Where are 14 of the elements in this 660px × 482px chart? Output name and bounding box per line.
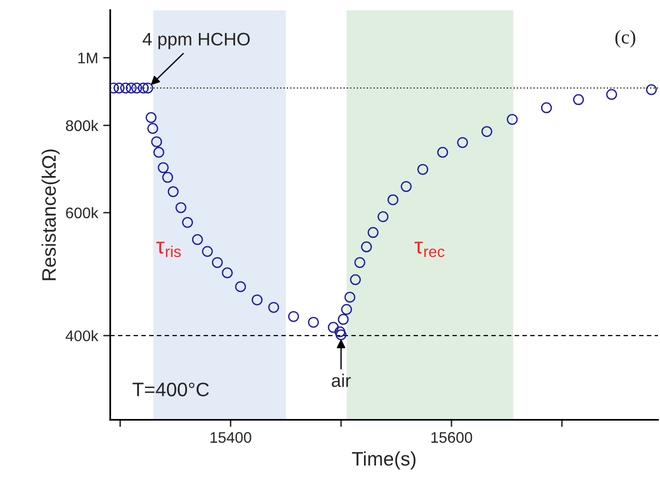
y-axis-title: Resistance(kΩ) xyxy=(42,149,60,280)
band-label: τ$_{ris}$ xyxy=(156,242,181,258)
x-axis-title: Time(s) xyxy=(352,451,416,470)
y-tick-label: 800k xyxy=(66,120,98,132)
x-tick-label: 15600 xyxy=(431,432,472,443)
y-tick-label: 600k xyxy=(66,207,98,218)
y-tick-label: 400k xyxy=(66,330,98,342)
annotation: 4 ppm HCHO xyxy=(142,32,250,50)
annotation: (c) xyxy=(615,30,636,48)
band-label: τ$_{rec}$ xyxy=(414,242,444,258)
y-tick-label: 1M xyxy=(78,52,98,64)
annotation: air xyxy=(332,374,351,387)
x-tick-label: 15400 xyxy=(210,432,252,443)
annotation: T=400°C xyxy=(132,382,209,396)
